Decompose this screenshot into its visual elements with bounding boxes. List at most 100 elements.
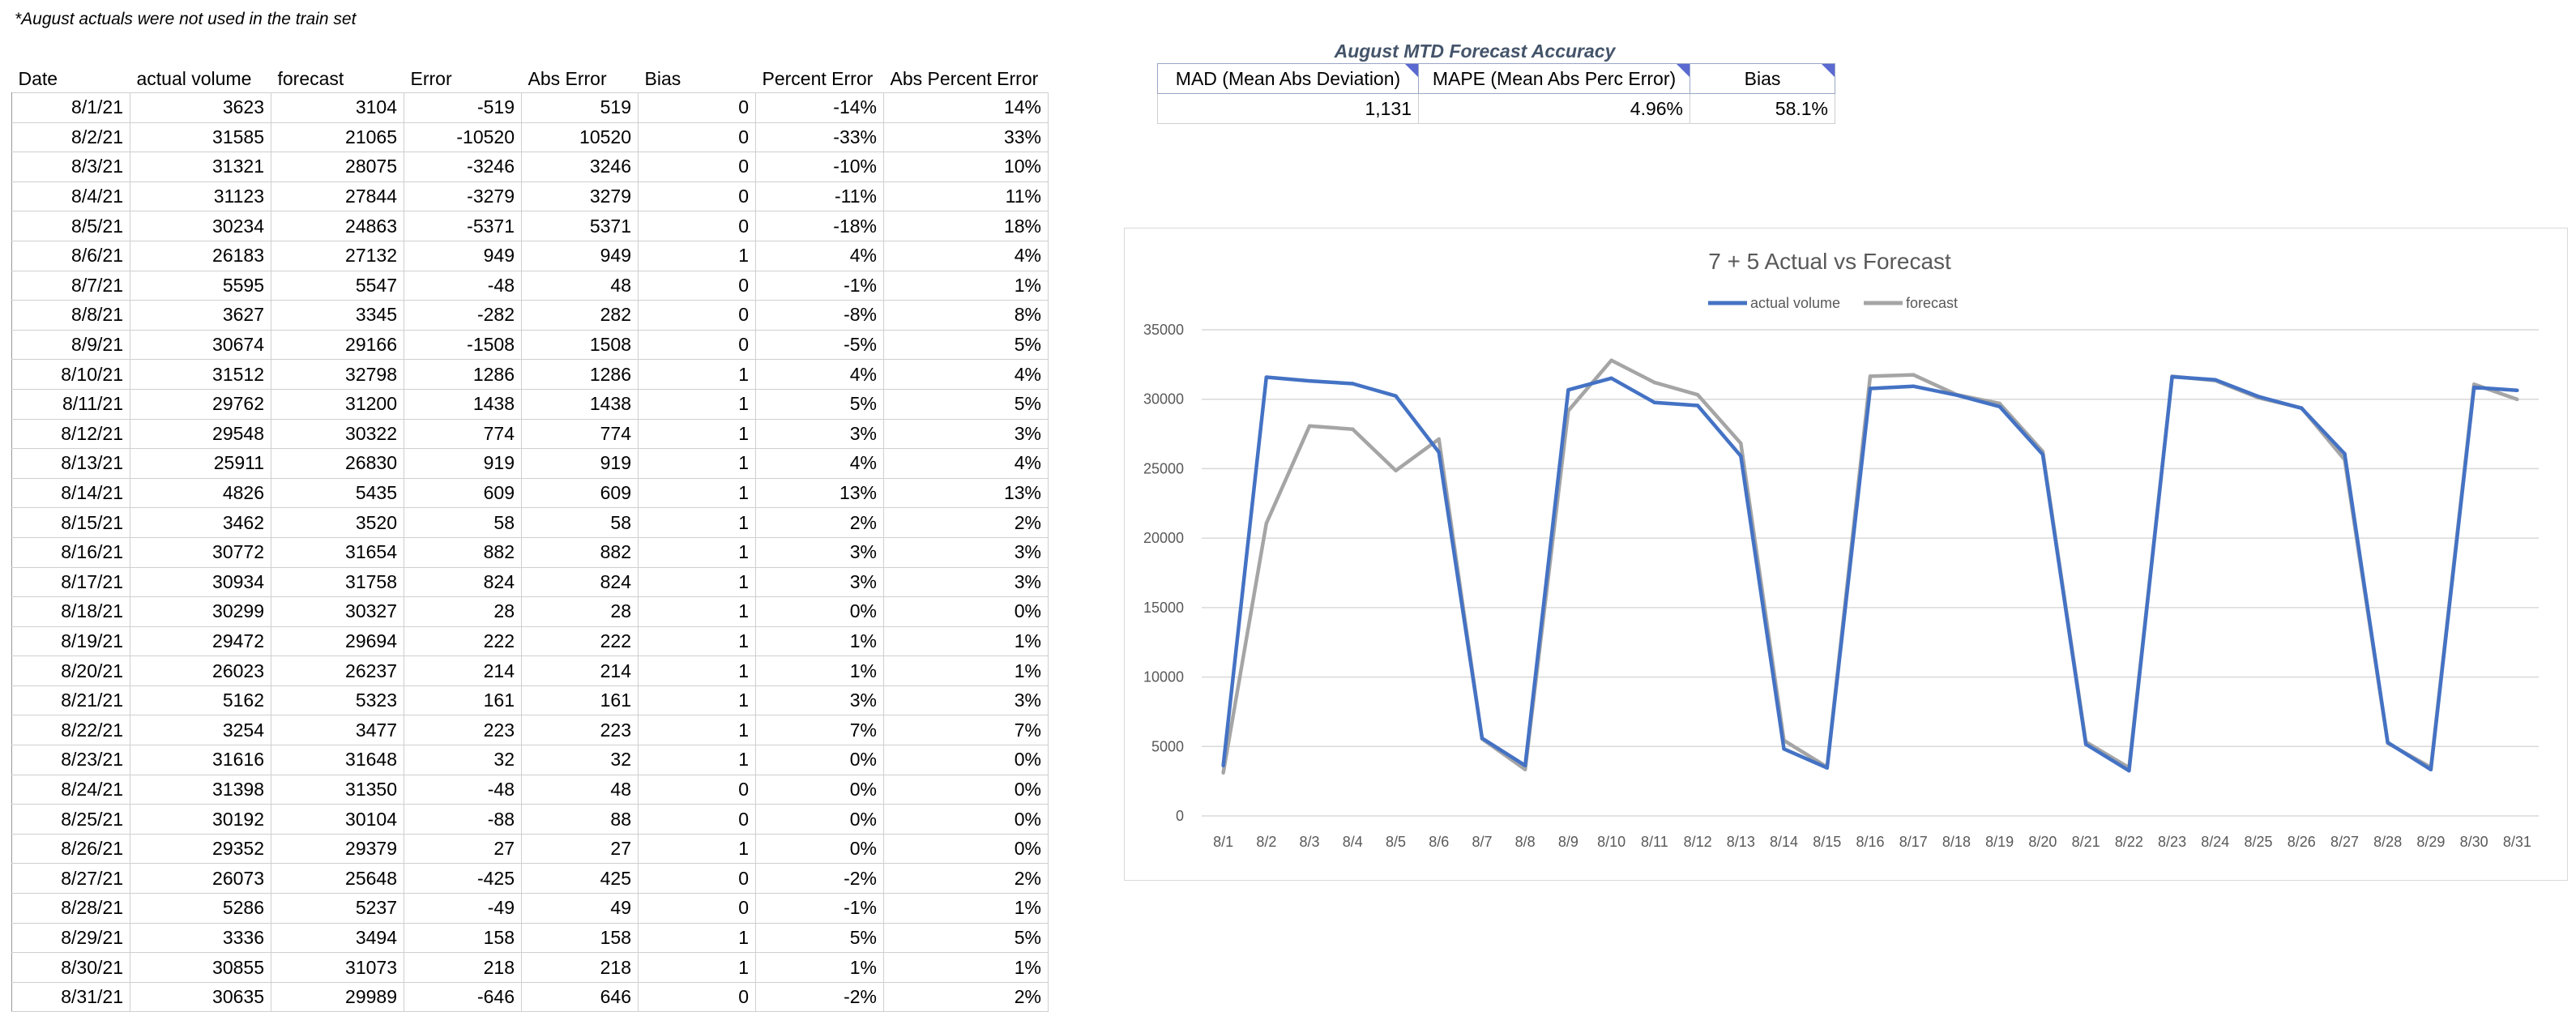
cell-abs-percent-error[interactable]: 5%: [883, 388, 1049, 420]
cell-abs-error[interactable]: 88: [521, 804, 639, 835]
cell-actual-volume[interactable]: 31616: [130, 745, 271, 775]
cell-error[interactable]: -5371: [404, 211, 522, 241]
cell-error[interactable]: 882: [404, 536, 522, 568]
cell-actual-volume[interactable]: 3627: [130, 300, 271, 331]
data-point-actual-volume[interactable]: [2343, 451, 2347, 456]
data-point-actual-volume[interactable]: [2083, 742, 2088, 746]
data-point-actual-volume[interactable]: [1695, 404, 1700, 408]
cell-percent-error[interactable]: 3%: [755, 536, 884, 568]
cell-percent-error[interactable]: 3%: [755, 566, 884, 598]
cell-abs-error[interactable]: 158: [521, 922, 639, 954]
comment-flag-icon[interactable]: [1822, 64, 1835, 77]
cell-actual-volume[interactable]: 30635: [130, 981, 271, 1012]
cell-bias[interactable]: 1: [638, 477, 756, 509]
cell-percent-error[interactable]: 5%: [755, 388, 884, 420]
cell-bias[interactable]: 1: [638, 626, 756, 657]
cell-date[interactable]: 8/29/21: [11, 922, 130, 954]
cell-forecast[interactable]: 26830: [271, 448, 404, 479]
cell-forecast[interactable]: 5237: [271, 893, 404, 924]
cell-abs-error[interactable]: 1438: [521, 388, 639, 420]
data-point-actual-volume[interactable]: [1609, 376, 1613, 380]
cell-abs-error[interactable]: 218: [521, 952, 639, 983]
data-point-actual-volume[interactable]: [1652, 400, 1657, 404]
cell-percent-error[interactable]: 1%: [755, 626, 884, 657]
cell-error[interactable]: 161: [404, 685, 522, 716]
cell-date[interactable]: 8/1/21: [11, 92, 130, 123]
data-point-actual-volume[interactable]: [2040, 452, 2045, 457]
cell-actual-volume[interactable]: 26183: [130, 240, 271, 271]
cell-bias[interactable]: 0: [638, 152, 756, 182]
cell-error[interactable]: -282: [404, 300, 522, 331]
cell-forecast[interactable]: 30322: [271, 418, 404, 450]
bias-header[interactable]: Bias: [1690, 63, 1835, 94]
cell-abs-percent-error[interactable]: 0%: [883, 745, 1049, 775]
cell-date[interactable]: 8/26/21: [11, 833, 130, 865]
data-point-forecast[interactable]: [1523, 767, 1527, 771]
data-point-actual-volume[interactable]: [1868, 386, 1873, 391]
cell-date[interactable]: 8/21/21: [11, 685, 130, 716]
cell-abs-percent-error[interactable]: 0%: [883, 833, 1049, 865]
cell-percent-error[interactable]: -5%: [755, 329, 884, 361]
cell-forecast[interactable]: 5435: [271, 477, 404, 509]
cell-forecast[interactable]: 3345: [271, 300, 404, 331]
cell-abs-error[interactable]: 223: [521, 715, 639, 746]
cell-forecast[interactable]: 26237: [271, 655, 404, 686]
cell-abs-percent-error[interactable]: 2%: [883, 507, 1049, 538]
cell-forecast[interactable]: 3494: [271, 922, 404, 954]
data-point-forecast[interactable]: [1997, 401, 2001, 406]
cell-percent-error[interactable]: 1%: [755, 952, 884, 983]
cell-date[interactable]: 8/17/21: [11, 566, 130, 598]
cell-date[interactable]: 8/10/21: [11, 359, 130, 390]
cell-error[interactable]: -48: [404, 270, 522, 301]
data-point-actual-volume[interactable]: [1264, 375, 1269, 379]
cell-error[interactable]: 223: [404, 715, 522, 746]
cell-abs-error[interactable]: 28: [521, 596, 639, 627]
cell-forecast[interactable]: 3104: [271, 92, 404, 123]
cell-actual-volume[interactable]: 30855: [130, 952, 271, 983]
cell-abs-percent-error[interactable]: 2%: [883, 981, 1049, 1012]
cell-percent-error[interactable]: 7%: [755, 715, 884, 746]
cell-forecast[interactable]: 31350: [271, 774, 404, 805]
cell-date[interactable]: 8/3/21: [11, 152, 130, 182]
cell-actual-volume[interactable]: 29762: [130, 388, 271, 420]
cell-abs-error[interactable]: 32: [521, 745, 639, 775]
cell-abs-percent-error[interactable]: 13%: [883, 477, 1049, 509]
cell-abs-percent-error[interactable]: 3%: [883, 536, 1049, 568]
cell-error[interactable]: 58: [404, 507, 522, 538]
cell-forecast[interactable]: 5323: [271, 685, 404, 716]
bias-value[interactable]: 58.1%: [1690, 93, 1835, 124]
cell-abs-error[interactable]: 919: [521, 448, 639, 479]
cell-percent-error[interactable]: -1%: [755, 893, 884, 924]
cell-bias[interactable]: 0: [638, 804, 756, 835]
cell-bias[interactable]: 0: [638, 774, 756, 805]
cell-percent-error[interactable]: 2%: [755, 507, 884, 538]
cell-error[interactable]: 919: [404, 448, 522, 479]
cell-error[interactable]: -1508: [404, 329, 522, 361]
cell-error[interactable]: -88: [404, 804, 522, 835]
cell-error[interactable]: -3279: [404, 181, 522, 212]
cell-actual-volume[interactable]: 29548: [130, 418, 271, 450]
header-abs-percent-error[interactable]: Abs Percent Error: [890, 67, 1039, 89]
cell-abs-error[interactable]: 425: [521, 863, 639, 895]
cell-abs-error[interactable]: 222: [521, 626, 639, 657]
cell-bias[interactable]: 0: [638, 181, 756, 212]
cell-forecast[interactable]: 31073: [271, 952, 404, 983]
cell-error[interactable]: -646: [404, 981, 522, 1012]
cell-percent-error[interactable]: 0%: [755, 833, 884, 865]
cell-forecast[interactable]: 31648: [271, 745, 404, 775]
cell-bias[interactable]: 0: [638, 92, 756, 123]
cell-actual-volume[interactable]: 26073: [130, 863, 271, 895]
cell-abs-error[interactable]: 824: [521, 566, 639, 598]
cell-percent-error[interactable]: -8%: [755, 300, 884, 331]
cell-actual-volume[interactable]: 4826: [130, 477, 271, 509]
cell-bias[interactable]: 1: [638, 566, 756, 598]
cell-abs-error[interactable]: 3246: [521, 152, 639, 182]
cell-abs-error[interactable]: 646: [521, 981, 639, 1012]
cell-actual-volume[interactable]: 30299: [130, 596, 271, 627]
data-point-forecast[interactable]: [1695, 392, 1700, 397]
cell-abs-error[interactable]: 214: [521, 655, 639, 686]
cell-bias[interactable]: 0: [638, 981, 756, 1012]
data-point-forecast[interactable]: [2471, 382, 2476, 386]
cell-date[interactable]: 8/18/21: [11, 596, 130, 627]
cell-error[interactable]: 949: [404, 240, 522, 271]
